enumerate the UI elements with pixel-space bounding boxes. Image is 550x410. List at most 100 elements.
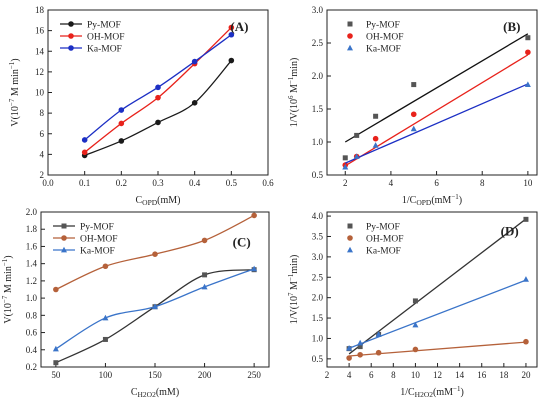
data-point <box>155 119 161 126</box>
y-tick-label: 0.8 <box>26 310 38 320</box>
legend-marker <box>68 21 74 27</box>
y-tick-label: 1.5 <box>312 313 324 323</box>
data-point <box>342 155 348 161</box>
legend-item: Ka-MOF <box>53 247 115 257</box>
data-point <box>228 24 235 31</box>
data-point <box>357 351 363 358</box>
x-tick-label: 0.4 <box>189 178 201 188</box>
legend-item: Py-MOF <box>60 21 121 31</box>
series-oh-mof <box>342 49 531 168</box>
data-point <box>81 149 88 156</box>
data-point <box>155 84 161 91</box>
data-point <box>53 286 59 293</box>
data-point <box>524 81 531 87</box>
y-axis-label: 1/V(106 M−1min) <box>287 58 300 128</box>
data-point <box>201 237 208 244</box>
series-line <box>84 60 232 157</box>
x-tick-label: 6 <box>434 178 439 188</box>
y-tick-label: 16 <box>35 26 45 36</box>
panel-label: (B) <box>503 19 520 34</box>
x-tick-label: 2 <box>343 178 348 188</box>
y-tick-label: 8 <box>40 108 45 118</box>
y-tick-label: 2.0 <box>312 71 324 81</box>
y-tick-label: 2.5 <box>312 272 324 282</box>
y-axis-label: V(10−7 M min−1) <box>8 58 21 126</box>
data-point <box>523 338 529 345</box>
x-tick-label: 50 <box>51 370 61 380</box>
series-line <box>55 269 255 364</box>
data-point <box>522 276 529 282</box>
y-tick-label: 0.2 <box>26 362 37 372</box>
legend-marker <box>347 235 353 241</box>
legend-label: Ka-MOF <box>366 45 401 55</box>
fit-line <box>345 83 529 164</box>
data-point <box>102 336 108 342</box>
y-axis-label: V(10−7 M min−1) <box>1 255 14 323</box>
series-oh-mof <box>346 338 529 361</box>
data-point <box>251 212 257 219</box>
legend-item: OH-MOF <box>347 33 403 43</box>
y-tick-label: 1.0 <box>312 333 324 343</box>
y-tick-label: 10 <box>35 88 45 98</box>
x-axis-label: 1/CH2O2(mM−1) <box>400 385 464 399</box>
data-point <box>411 82 417 88</box>
legend-item: OH-MOF <box>60 33 124 43</box>
legend-label: Py-MOF <box>366 21 400 31</box>
data-point <box>118 120 125 127</box>
y-tick-label: 1.0 <box>26 293 38 303</box>
data-point <box>357 344 363 350</box>
panel-c: 50 100 150 200 250 0.2 0.4 0.6 0.8 1.0 1.2 1.4 1.6 1.… <box>1 207 270 399</box>
data-point <box>412 346 419 353</box>
y-tick-label: 0.5 <box>312 354 324 364</box>
x-axis-label: CH2O2(mM) <box>131 387 179 399</box>
data-point <box>201 283 208 290</box>
data-point <box>525 35 531 41</box>
data-point <box>81 137 88 143</box>
x-tick-label: 4 <box>347 370 352 380</box>
panel-label: (C) <box>233 234 251 249</box>
legend-marker <box>61 223 67 229</box>
y-tick-label: 6 <box>40 129 45 139</box>
fit-line <box>348 279 527 349</box>
legend-label: OH-MOF <box>87 33 124 43</box>
legend-marker <box>61 235 67 241</box>
legend-marker <box>68 45 74 51</box>
legend-item: Ka-MOF <box>347 45 401 55</box>
series-py-mof <box>53 267 257 366</box>
legend-item: Py-MOF <box>53 223 114 233</box>
plot-frame <box>47 9 269 176</box>
x-tick-label: 6 <box>369 370 374 380</box>
fit-line <box>344 33 529 143</box>
legend-label: OH-MOF <box>80 235 117 245</box>
data-point <box>152 303 158 310</box>
legend-item: Ka-MOF <box>347 247 401 257</box>
x-axis-label: COPD(mM) <box>135 195 180 207</box>
plot-frame <box>326 9 538 176</box>
data-point <box>102 263 109 270</box>
data-point <box>191 58 198 65</box>
legend-label: Ka-MOF <box>80 247 115 257</box>
x-tick-label: 8 <box>391 370 396 380</box>
y-tick-label: 3.0 <box>312 5 324 15</box>
data-point <box>410 125 417 132</box>
legend-label: Py-MOF <box>366 223 400 233</box>
x-tick-label: 12 <box>433 370 442 380</box>
data-point <box>118 138 125 144</box>
panel-b: 2 4 6 8 10 0.5 1.0 1.5 2.0 2.5 3.0 1/COPD(mM−1) 1/V(… <box>287 5 538 207</box>
series-ka-mof <box>52 265 258 352</box>
panel-a: 0.0 0.1 0.2 0.3 0.4 0.5 0.6 2 4 6 8 10 12 14 16 18 COPD(… <box>8 5 274 207</box>
data-point <box>191 100 198 106</box>
legend-label: Py-MOF <box>80 223 114 233</box>
data-point <box>202 272 208 278</box>
data-point <box>346 355 352 361</box>
fit-line <box>349 341 526 357</box>
data-point <box>53 360 59 366</box>
data-point <box>228 57 235 64</box>
x-tick-label: 8 <box>480 178 485 188</box>
legend-marker <box>347 246 353 253</box>
series-ka-mof <box>346 276 529 351</box>
series-py-mof <box>342 33 531 161</box>
x-tick-label: 0.2 <box>116 178 127 188</box>
y-tick-label: 3.5 <box>312 231 324 241</box>
